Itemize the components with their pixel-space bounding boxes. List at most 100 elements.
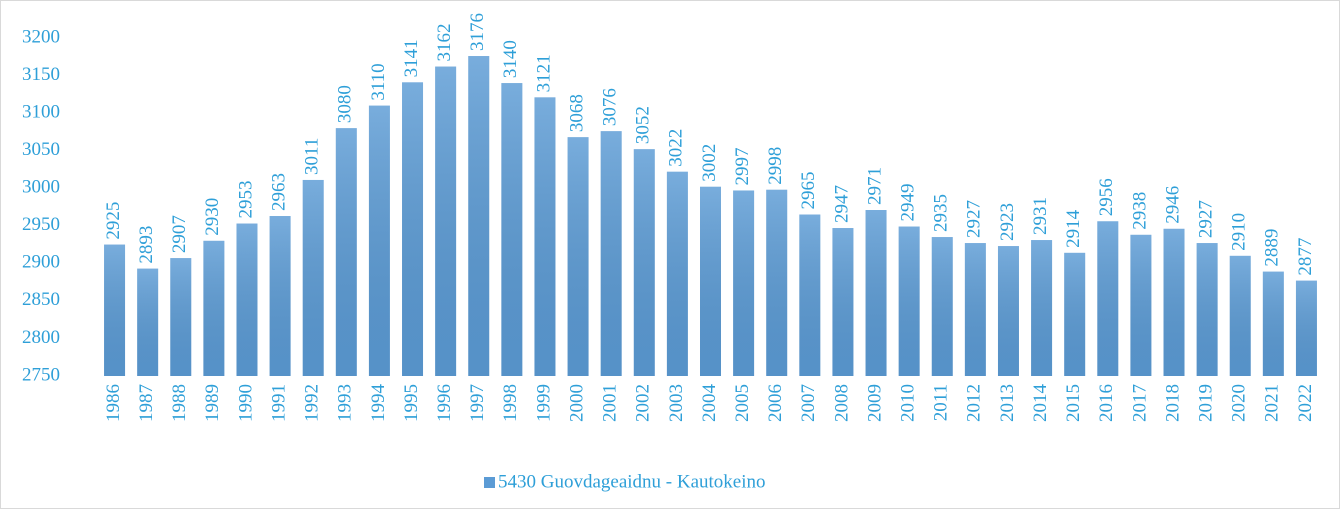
x-tick-label: 2016 bbox=[1096, 384, 1117, 422]
x-tick-label: 1996 bbox=[434, 384, 455, 422]
y-tick-label: 3100 bbox=[22, 101, 60, 122]
x-tick-label: 1987 bbox=[136, 384, 157, 422]
x-tick-label: 2021 bbox=[1262, 384, 1283, 422]
bar bbox=[567, 137, 589, 376]
x-tick-label: 2017 bbox=[1129, 384, 1150, 422]
y-tick-label: 2800 bbox=[22, 327, 60, 348]
data-label: 3052 bbox=[633, 106, 654, 144]
bar bbox=[1229, 255, 1251, 376]
x-tick-label: 2001 bbox=[600, 384, 621, 422]
bar bbox=[1262, 271, 1284, 376]
data-label: 3141 bbox=[401, 39, 422, 77]
data-label: 2930 bbox=[202, 198, 223, 236]
data-label: 2998 bbox=[765, 147, 786, 185]
data-label: 3002 bbox=[699, 144, 720, 182]
data-label: 3110 bbox=[368, 63, 389, 100]
y-tick-label: 3200 bbox=[22, 26, 60, 47]
bar bbox=[335, 128, 357, 376]
bar bbox=[501, 83, 523, 377]
bar bbox=[733, 190, 755, 376]
bar bbox=[368, 105, 390, 376]
x-tick-label: 2018 bbox=[1162, 384, 1183, 422]
bar bbox=[1097, 221, 1119, 376]
data-label: 2963 bbox=[268, 173, 289, 211]
data-label: 2965 bbox=[798, 172, 819, 210]
x-tick-label: 2002 bbox=[633, 384, 654, 422]
x-tick-label: 1990 bbox=[235, 384, 256, 422]
data-label: 3162 bbox=[434, 24, 455, 62]
y-tick-label: 2950 bbox=[22, 214, 60, 235]
x-tick-label: 1993 bbox=[335, 384, 356, 422]
x-tick-label: 1997 bbox=[467, 384, 488, 422]
x-tick-label: 1994 bbox=[368, 384, 389, 423]
data-label: 2907 bbox=[169, 215, 190, 253]
x-tick-label: 2010 bbox=[898, 384, 919, 422]
bar bbox=[1295, 280, 1317, 376]
data-label: 3068 bbox=[566, 94, 587, 132]
data-label: 2935 bbox=[931, 194, 952, 232]
x-tick-label: 1989 bbox=[202, 384, 223, 422]
bar bbox=[600, 131, 622, 376]
bar bbox=[435, 66, 457, 376]
data-label: 2953 bbox=[235, 181, 256, 219]
bar bbox=[534, 97, 556, 377]
data-label: 3121 bbox=[533, 54, 554, 92]
bar bbox=[468, 56, 490, 376]
x-tick-label: 2007 bbox=[798, 384, 819, 422]
bar bbox=[137, 268, 159, 376]
bar bbox=[170, 258, 192, 376]
bar bbox=[633, 149, 655, 376]
y-tick-label: 3150 bbox=[22, 64, 60, 85]
bar bbox=[799, 214, 821, 376]
bar bbox=[700, 186, 721, 376]
data-label: 2927 bbox=[1195, 200, 1216, 238]
data-label: 2938 bbox=[1129, 192, 1150, 230]
data-label: 2927 bbox=[964, 200, 985, 238]
bar bbox=[269, 216, 291, 376]
bar bbox=[302, 179, 324, 376]
data-label: 3076 bbox=[600, 88, 621, 126]
x-tick-label: 2008 bbox=[831, 384, 852, 422]
x-tick-label: 2005 bbox=[732, 384, 753, 422]
y-tick-label: 2900 bbox=[22, 252, 60, 273]
bar bbox=[766, 189, 788, 376]
bar bbox=[931, 237, 953, 376]
y-tick-label: 3050 bbox=[22, 139, 60, 160]
data-label: 2910 bbox=[1229, 213, 1250, 251]
bar bbox=[832, 228, 854, 376]
bar bbox=[236, 223, 258, 376]
data-label: 2925 bbox=[103, 202, 124, 240]
x-tick-label: 2009 bbox=[864, 384, 885, 422]
bar bbox=[865, 210, 887, 376]
bar bbox=[402, 82, 424, 376]
bar bbox=[1196, 243, 1218, 376]
data-label: 2947 bbox=[831, 185, 852, 223]
x-tick-label: 1988 bbox=[169, 384, 190, 422]
data-label: 2893 bbox=[136, 226, 157, 264]
data-label: 2946 bbox=[1162, 186, 1183, 224]
x-tick-label: 1992 bbox=[302, 384, 323, 422]
x-tick-label: 2000 bbox=[566, 384, 587, 422]
bar bbox=[898, 226, 920, 376]
x-tick-label: 2006 bbox=[765, 384, 786, 422]
x-tick-label: 1995 bbox=[401, 384, 422, 422]
x-tick-label: 2020 bbox=[1229, 384, 1250, 422]
data-label: 2931 bbox=[1030, 197, 1051, 235]
data-label: 2877 bbox=[1295, 238, 1316, 276]
bar bbox=[1130, 234, 1152, 376]
data-label: 2914 bbox=[1063, 209, 1084, 248]
x-tick-label: 2022 bbox=[1295, 384, 1316, 422]
bar bbox=[964, 243, 986, 376]
data-label: 2889 bbox=[1262, 229, 1283, 267]
data-label: 2997 bbox=[732, 147, 753, 185]
bar bbox=[203, 240, 225, 376]
x-tick-label: 2014 bbox=[1030, 384, 1051, 423]
bar bbox=[104, 244, 126, 376]
x-tick-label: 1986 bbox=[103, 384, 124, 422]
legend-label: 5430 Guovdageaidnu - Kautokeino bbox=[498, 471, 766, 492]
y-tick-label: 2850 bbox=[22, 289, 60, 310]
x-tick-label: 1998 bbox=[500, 384, 521, 422]
x-tick-label: 1991 bbox=[268, 384, 289, 422]
x-tick-label: 2019 bbox=[1195, 384, 1216, 422]
